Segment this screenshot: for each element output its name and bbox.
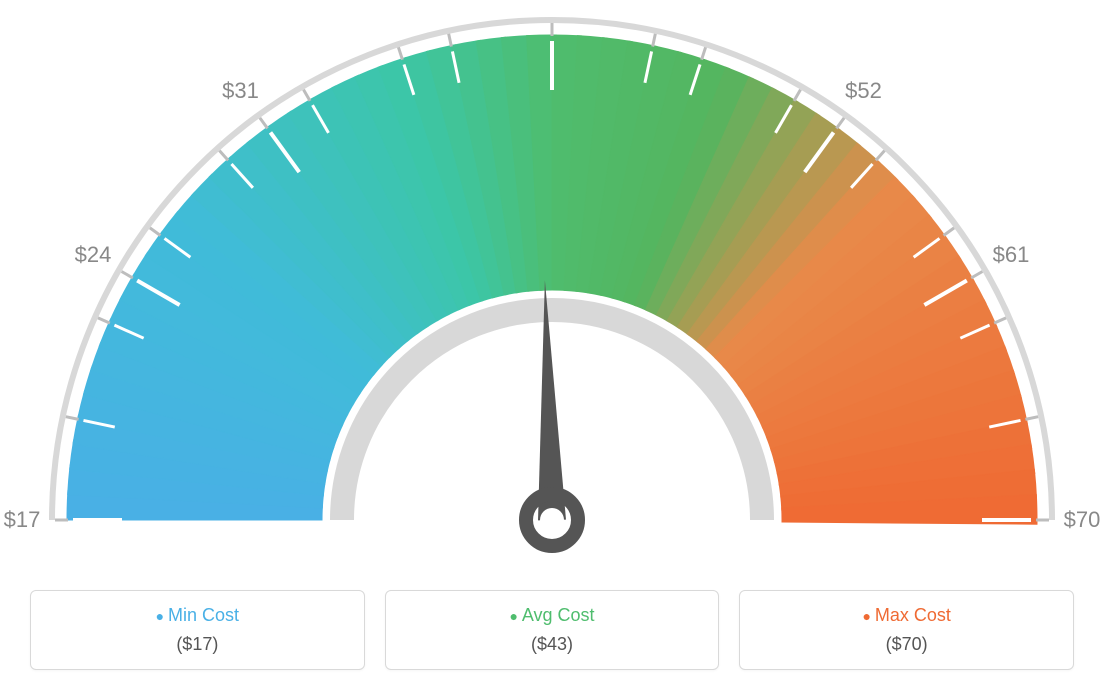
gauge-tick-label: $61 (993, 242, 1030, 268)
legend-min-value: ($17) (41, 634, 354, 655)
gauge-tick-label: $70 (1064, 507, 1101, 533)
legend-min-label: Min Cost (41, 605, 354, 626)
legend-row: Min Cost ($17) Avg Cost ($43) Max Cost (… (0, 590, 1104, 670)
gauge-svg (0, 0, 1104, 560)
gauge-tick-label: $24 (75, 242, 112, 268)
legend-min: Min Cost ($17) (30, 590, 365, 670)
gauge-chart: $17 $24 $31 $43 $52 $61 $70 (0, 0, 1104, 560)
legend-avg: Avg Cost ($43) (385, 590, 720, 670)
legend-max: Max Cost ($70) (739, 590, 1074, 670)
gauge-tick-label: $31 (222, 78, 259, 104)
legend-avg-value: ($43) (396, 634, 709, 655)
gauge-tick-label: $52 (845, 78, 882, 104)
legend-max-value: ($70) (750, 634, 1063, 655)
gauge-tick-label: $43 (534, 0, 571, 3)
legend-avg-label: Avg Cost (396, 605, 709, 626)
legend-max-label: Max Cost (750, 605, 1063, 626)
gauge-tick-label: $17 (4, 507, 41, 533)
